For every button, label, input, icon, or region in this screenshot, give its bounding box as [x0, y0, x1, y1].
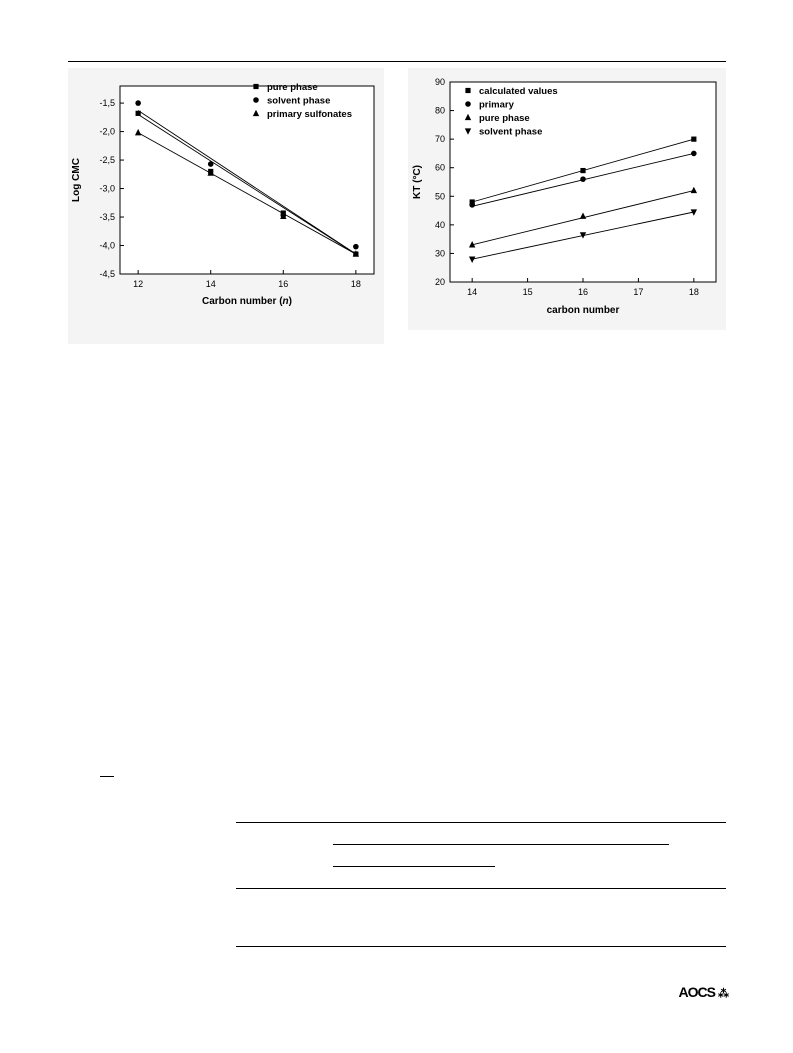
y-tick-label: 70 [435, 134, 445, 144]
plot-area [119, 85, 375, 275]
x-tick-label: 16 [578, 287, 588, 297]
log-cmc-chart: 12 14 16 18 -1,5 -2,0 -2,5 -3,0 -3,5 -4,0 -4,5 Carb… [71, 82, 375, 307]
table-header-rule [236, 888, 726, 889]
y-axis-title: KT (°C) [412, 165, 423, 199]
x-tick-label: 15 [523, 287, 533, 297]
x-tick-label: 18 [351, 279, 361, 289]
legend-marker [464, 128, 472, 135]
kt-chart: 14 15 16 17 18 20 30 40 50 60 70 80 90 carbon number K… [412, 77, 717, 316]
y-tick-label: -1,5 [99, 98, 115, 108]
legend-label: pure phase [479, 113, 530, 124]
legend-marker [465, 101, 471, 107]
legend-marker [465, 87, 471, 94]
y-tick-label: 50 [435, 191, 445, 201]
data-point [207, 161, 214, 167]
header-rule [68, 61, 726, 62]
data-point [135, 110, 141, 116]
x-tick-label: 17 [633, 287, 643, 297]
table-group-rule [333, 844, 669, 845]
data-point [469, 202, 475, 208]
legend-label: calculated values [479, 86, 558, 97]
aocs-logo: AOCS ⁂ [679, 984, 729, 1000]
y-tick-label: 80 [435, 106, 445, 116]
data-point [134, 128, 142, 136]
y-tick-label: 60 [435, 163, 445, 173]
y-tick-label: -4,0 [99, 241, 115, 251]
data-point [691, 150, 697, 157]
table-subgroup-rule [333, 866, 495, 867]
y-tick-label: -3,5 [99, 212, 115, 222]
data-point [468, 256, 476, 263]
x-axis-title: Carbon number (n) [202, 296, 292, 307]
data-point [690, 209, 698, 216]
data-point [579, 212, 587, 219]
legend-label: solvent phase [479, 127, 542, 138]
x-axis-title: carbon number [547, 305, 620, 316]
y-tick-label: -4,5 [99, 269, 115, 279]
data-point [280, 212, 287, 220]
fit-line [137, 114, 357, 255]
y-tick-label: -2,0 [99, 127, 115, 137]
y-tick-label: -2,5 [99, 155, 115, 165]
aocs-logo-text: AOCS [678, 984, 716, 1000]
x-tick-label: 18 [689, 287, 699, 297]
data-point [135, 100, 141, 106]
legend-label: primary sulfonates [267, 109, 352, 120]
x-tick-label: 16 [278, 279, 288, 289]
aocs-logo-mark: ⁂ [718, 988, 729, 1000]
plot-area [449, 81, 717, 283]
y-tick-label: 90 [435, 77, 445, 87]
chart-panel-kt: 14 15 16 17 18 20 30 40 50 60 70 80 90 carbon number K… [408, 68, 726, 330]
y-tick-label: 20 [435, 277, 445, 287]
legend-label: pure phase [267, 82, 318, 93]
data-point [691, 136, 697, 142]
y-tick-label: -3,0 [99, 184, 115, 194]
data-point [580, 167, 586, 174]
chart-panel-log-cmc: 12 14 16 18 -1,5 -2,0 -2,5 -3,0 -3,5 -4,0 -4,5 Carb… [68, 68, 384, 344]
data-point [580, 176, 586, 182]
y-tick-label: 30 [435, 248, 445, 258]
fit-line [137, 110, 357, 255]
legend-marker [252, 109, 260, 117]
data-point [352, 250, 360, 257]
legend-label: solvent phase [267, 96, 330, 107]
table-top-rule [236, 822, 726, 823]
x-tick-label: 12 [133, 279, 143, 289]
legend-marker [253, 83, 259, 90]
y-axis-title: Log CMC [71, 158, 82, 202]
y-tick-label: 40 [435, 220, 445, 230]
page-dash [100, 776, 114, 777]
fit-line [137, 132, 357, 255]
x-tick-label: 14 [206, 279, 216, 289]
table-bottom-rule [236, 946, 726, 947]
data-point [579, 232, 587, 239]
legend-marker [464, 113, 472, 121]
data-point [468, 241, 476, 248]
data-point [690, 186, 698, 194]
x-tick-label: 14 [467, 287, 477, 297]
data-point [207, 169, 214, 176]
legend-label: primary [479, 100, 515, 111]
data-point [469, 199, 475, 205]
legend-marker [253, 97, 259, 103]
data-point [353, 243, 359, 250]
